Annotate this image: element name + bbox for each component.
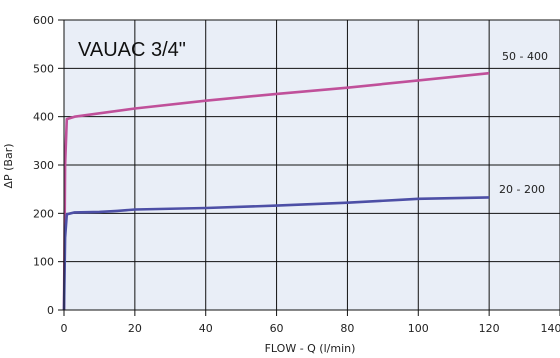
y-tick-label: 300: [33, 159, 54, 172]
y-tick-label: 500: [33, 62, 54, 75]
x-tick-label: 60: [270, 322, 284, 335]
y-tick-label: 200: [33, 207, 54, 220]
x-tick-label: 80: [340, 322, 354, 335]
series-label: 20 - 200: [499, 183, 545, 196]
x-tick-label: 140: [541, 322, 560, 335]
chart-title: VAUAC 3/4": [78, 39, 186, 61]
series-label: 50 - 400: [502, 50, 548, 63]
x-axis-label: FLOW - Q (l/min): [265, 342, 356, 355]
x-tick-label: 120: [479, 322, 500, 335]
series-line: [62, 196, 490, 311]
y-tick-label: 600: [33, 14, 54, 27]
y-tick-label: 0: [47, 304, 54, 317]
x-tick-label: 0: [61, 322, 68, 335]
y-tick-label: 100: [33, 256, 54, 269]
x-tick-label: 100: [408, 322, 429, 335]
x-tick-label: 40: [199, 322, 213, 335]
y-tick-label: 400: [33, 111, 54, 124]
x-tick-label: 20: [128, 322, 142, 335]
series-line: [62, 71, 490, 311]
y-axis-label: ΔP (Bar): [2, 143, 15, 188]
